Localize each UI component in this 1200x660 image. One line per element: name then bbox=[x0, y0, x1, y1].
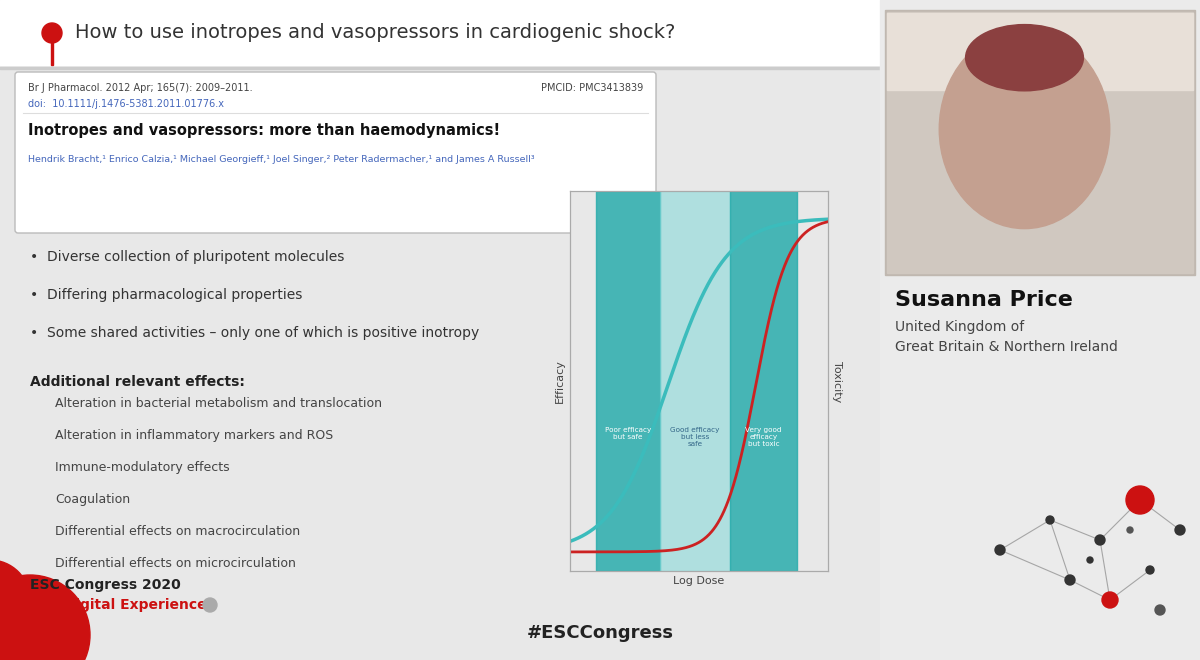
Text: Poor efficacy
but safe: Poor efficacy but safe bbox=[605, 427, 652, 440]
Text: Great Britain & Northern Ireland: Great Britain & Northern Ireland bbox=[895, 340, 1118, 354]
Bar bbox=[880, 0, 1200, 660]
Circle shape bbox=[0, 575, 90, 660]
Bar bbox=[887, 13, 1193, 90]
X-axis label: Log Dose: Log Dose bbox=[673, 576, 725, 587]
Text: •  Differing pharmacological properties: • Differing pharmacological properties bbox=[30, 288, 302, 302]
Text: PMCID: PMC3413839: PMCID: PMC3413839 bbox=[541, 83, 643, 93]
Text: Very good
efficacy
but toxic: Very good efficacy but toxic bbox=[745, 427, 781, 447]
Circle shape bbox=[1087, 557, 1093, 563]
Text: Differential effects on microcirculation: Differential effects on microcirculation bbox=[55, 557, 296, 570]
Text: •  Diverse collection of pluripotent molecules: • Diverse collection of pluripotent mole… bbox=[30, 250, 344, 264]
Bar bbox=[887, 12, 1193, 273]
Circle shape bbox=[1046, 516, 1054, 524]
Ellipse shape bbox=[966, 24, 1084, 91]
Ellipse shape bbox=[940, 30, 1110, 228]
Circle shape bbox=[1175, 525, 1186, 535]
Circle shape bbox=[1154, 605, 1165, 615]
Text: Hendrik Bracht,¹ Enrico Calzia,¹ Michael Georgieff,¹ Joel Singer,² Peter Raderma: Hendrik Bracht,¹ Enrico Calzia,¹ Michael… bbox=[28, 155, 535, 164]
Text: Differential effects on macrocirculation: Differential effects on macrocirculation bbox=[55, 525, 300, 538]
Bar bbox=[0, 67, 880, 69]
Circle shape bbox=[0, 560, 30, 640]
Text: United Kingdom of: United Kingdom of bbox=[895, 320, 1025, 334]
Text: Immune-modulatory effects: Immune-modulatory effects bbox=[55, 461, 229, 474]
Text: Susanna Price: Susanna Price bbox=[895, 290, 1073, 310]
Text: Br J Pharmacol. 2012 Apr; 165(7): 2009–2011.: Br J Pharmacol. 2012 Apr; 165(7): 2009–2… bbox=[28, 83, 253, 93]
Text: The Digital Experience: The Digital Experience bbox=[30, 598, 206, 612]
Circle shape bbox=[1102, 592, 1118, 608]
Y-axis label: Toxicity: Toxicity bbox=[832, 360, 842, 402]
Text: ESC Congress 2020: ESC Congress 2020 bbox=[30, 578, 181, 592]
Bar bbox=[50, 33, 53, 65]
Circle shape bbox=[1127, 527, 1133, 533]
Text: How to use inotropes and vasopressors in cardiogenic shock?: How to use inotropes and vasopressors in… bbox=[74, 24, 676, 42]
Circle shape bbox=[1066, 575, 1075, 585]
Text: •  Some shared activities – only one of which is positive inotropy: • Some shared activities – only one of w… bbox=[30, 326, 479, 340]
Text: Good efficacy
but less
safe: Good efficacy but less safe bbox=[671, 427, 720, 447]
Y-axis label: Efficacy: Efficacy bbox=[554, 359, 564, 403]
Circle shape bbox=[203, 598, 217, 612]
Bar bbox=[0, 0, 880, 65]
Bar bbox=[730, 191, 797, 571]
Bar bbox=[595, 191, 660, 571]
Circle shape bbox=[42, 23, 62, 43]
Text: Inotropes and vasopressors: more than haemodynamics!: Inotropes and vasopressors: more than ha… bbox=[28, 123, 500, 138]
Bar bbox=[886, 10, 1195, 275]
Text: #ESCCongress: #ESCCongress bbox=[527, 624, 673, 642]
FancyBboxPatch shape bbox=[14, 72, 656, 233]
Text: Alteration in bacterial metabolism and translocation: Alteration in bacterial metabolism and t… bbox=[55, 397, 382, 410]
Bar bbox=[660, 191, 730, 571]
Text: doi:  10.1111/j.1476-5381.2011.01776.x: doi: 10.1111/j.1476-5381.2011.01776.x bbox=[28, 99, 224, 109]
Circle shape bbox=[1096, 535, 1105, 545]
Circle shape bbox=[1126, 486, 1154, 514]
Text: Alteration in inflammatory markers and ROS: Alteration in inflammatory markers and R… bbox=[55, 429, 334, 442]
Text: Additional relevant effects:: Additional relevant effects: bbox=[30, 375, 245, 389]
Circle shape bbox=[995, 545, 1006, 555]
Text: Coagulation: Coagulation bbox=[55, 493, 130, 506]
Circle shape bbox=[1146, 566, 1154, 574]
